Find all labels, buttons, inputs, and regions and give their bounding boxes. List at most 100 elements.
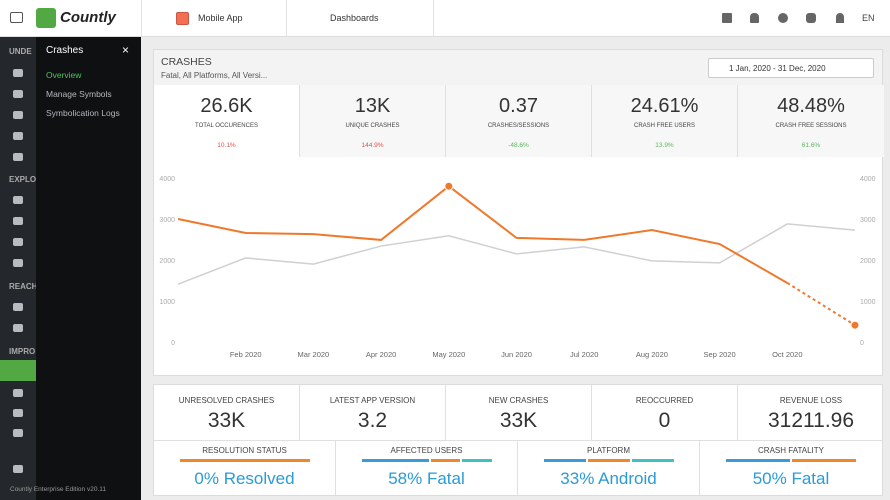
summary-bar <box>543 459 674 462</box>
kpi-value: 13K <box>354 95 391 117</box>
rail-icon[interactable] <box>13 90 23 98</box>
x-tick-label: Oct 2020 <box>772 350 802 359</box>
kpi-card[interactable]: 24.61% CRASH FREE USERS 13.9% <box>592 85 738 157</box>
summary: PLATFORM 33% Android <box>518 440 700 495</box>
submenu-item[interactable]: Manage Symbols <box>46 89 112 99</box>
rail-section: EXPLO <box>9 175 37 184</box>
rail-section: UNDE <box>9 47 32 56</box>
kpi-change: 144.9% <box>361 142 384 149</box>
y-tick-label: 2000 <box>159 258 175 265</box>
panel-title: CRASHES <box>161 56 212 68</box>
point-marker <box>444 181 454 191</box>
rail-icon[interactable] <box>13 324 23 332</box>
summary-bar <box>179 459 310 462</box>
filter[interactable]: Fatal, All Platforms, All Versi... <box>161 71 268 80</box>
kpi-label: UNIQUE CRASHES <box>345 123 400 129</box>
y2-tick-label: 1000 <box>860 299 876 306</box>
sidebar-toggle[interactable] <box>10 12 23 23</box>
submenu: Crashes × Overview Manage Symbols Symbol… <box>10 37 141 500</box>
clock-icon[interactable] <box>778 13 788 23</box>
summary-label: RESOLUTION STATUS <box>202 446 287 455</box>
series-line <box>177 223 856 285</box>
app-icon <box>176 12 189 25</box>
summary-label: PLATFORM <box>587 446 630 455</box>
rail-icon[interactable] <box>13 111 23 119</box>
settings-icon[interactable] <box>806 13 816 23</box>
y-tick-label: 3000 <box>159 217 175 224</box>
active-rail-item[interactable] <box>0 360 36 381</box>
rail-icon[interactable] <box>13 196 23 204</box>
summary-value: 50% Fatal <box>752 469 830 488</box>
x-tick-label: Jun 2020 <box>501 350 532 359</box>
kpi-card[interactable]: 48.48% CRASH FREE SESSIONS 61.6% <box>738 85 884 157</box>
stat: REVENUE LOSS 31211.96 <box>738 385 884 440</box>
kpi-card[interactable]: 26.6K TOTAL OCCURENCES 10.1% <box>154 85 300 157</box>
y2-tick-label: 3000 <box>860 217 876 224</box>
summary-bar <box>726 459 856 462</box>
rail-icon[interactable] <box>13 409 23 417</box>
kpi-value: 24.61% <box>630 95 699 117</box>
logo-text: Countly <box>60 9 116 26</box>
summary-label: CRASH FATALITY <box>758 446 824 455</box>
rail-icon[interactable] <box>13 303 23 311</box>
stat-value: 3.2 <box>357 409 388 432</box>
rail-icon[interactable] <box>13 69 23 77</box>
submenu-item[interactable]: Overview <box>46 70 82 80</box>
kpi-change: -48.6% <box>508 142 529 149</box>
rail-icon[interactable] <box>13 217 23 225</box>
stat-label: NEW CRASHES <box>488 396 549 405</box>
dashboards-menu[interactable]: Dashboards <box>330 13 379 23</box>
x-tick-label: Sep 2020 <box>704 350 736 359</box>
summary-value: 58% Fatal <box>388 469 465 488</box>
series-line <box>177 184 788 284</box>
stat-value: 33K <box>207 409 246 432</box>
divider <box>433 0 434 37</box>
kpi-change: 61.6% <box>801 142 821 149</box>
summary: RESOLUTION STATUS 0% Resolved <box>154 440 336 495</box>
x-tick-label: Feb 2020 <box>230 350 262 359</box>
rail-icon[interactable] <box>13 238 23 246</box>
panel-header: CRASHES Fatal, All Platforms, All Versi.… <box>154 50 882 86</box>
app-selector[interactable]: Mobile App <box>141 0 287 37</box>
close-button[interactable]: × <box>122 43 130 57</box>
y-tick-label: 1000 <box>159 299 175 306</box>
kpi-label: CRASHES/SESSIONS <box>487 123 550 129</box>
rail-icon[interactable] <box>13 465 23 473</box>
language[interactable]: EN <box>862 13 875 23</box>
rail-section: IMPRO <box>9 347 36 356</box>
kpi-change: 10.1% <box>217 142 236 149</box>
submenu-item[interactable]: Symbolication Logs <box>46 108 120 118</box>
y2-tick-label: 2000 <box>860 258 876 265</box>
kpi-label: TOTAL OCCURENCES <box>195 123 258 129</box>
icon-rail: UNDE EXPLO REACH IMPRO <box>0 37 38 500</box>
kpi-card[interactable]: 13K UNIQUE CRASHES 144.9% <box>300 85 446 157</box>
x-tick-label: Apr 2020 <box>366 350 396 359</box>
rail-section: REACH <box>9 282 38 291</box>
logo-icon <box>36 8 56 28</box>
x-tick-label: Jul 2020 <box>570 350 598 359</box>
divider <box>154 440 882 441</box>
stat-value: 0 <box>658 409 671 432</box>
gift-icon[interactable] <box>722 13 732 23</box>
user-icon[interactable] <box>836 13 844 23</box>
rail-icon[interactable] <box>13 153 23 161</box>
rail-icon[interactable] <box>13 132 23 140</box>
kpi-label: CRASH FREE USERS <box>633 123 695 129</box>
y-tick-label: 0 <box>171 340 175 347</box>
date-picker[interactable]: 1 Jan, 2020 - 31 Dec, 2020 <box>708 58 874 78</box>
rail-icon[interactable] <box>13 259 23 267</box>
rail-icon[interactable] <box>13 389 23 397</box>
submenu-title: Crashes <box>46 45 84 56</box>
notification-icon[interactable] <box>750 13 759 23</box>
x-tick-label: Mar 2020 <box>298 350 330 359</box>
projection-line <box>786 282 856 327</box>
x-tick-label: Aug 2020 <box>636 350 668 359</box>
rail-icon[interactable] <box>13 429 23 437</box>
kpi-value: 0.37 <box>499 95 538 117</box>
summary-label: AFFECTED USERS <box>390 446 463 455</box>
y2-tick-label: 4000 <box>860 176 876 183</box>
kpi-value: 48.48% <box>777 95 845 117</box>
kpi-card[interactable]: 0.37 CRASHES/SESSIONS -48.6% <box>446 85 592 157</box>
stat-value: 31211.96 <box>767 409 855 432</box>
